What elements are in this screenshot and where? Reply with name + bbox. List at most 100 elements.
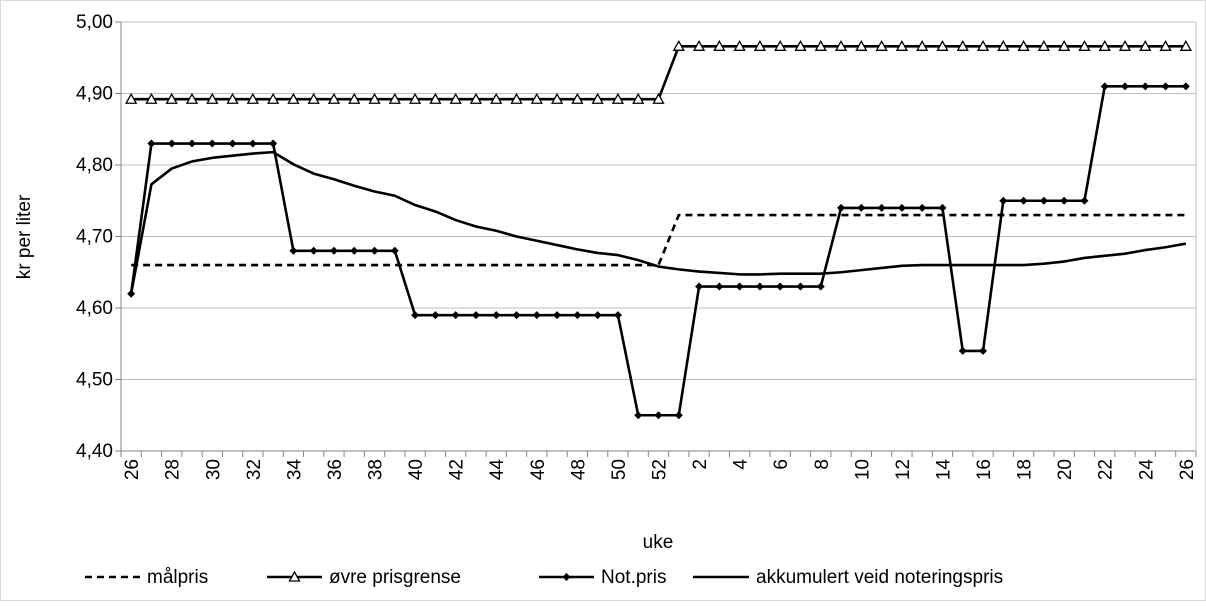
triangle-marker [956, 39, 969, 51]
diamond-marker [715, 282, 724, 291]
diamond-marker [735, 282, 744, 291]
diamond-marker [958, 346, 967, 355]
y-axis-title: kr per liter [14, 194, 35, 279]
y-gridlines [115, 21, 1196, 452]
triangle-marker [692, 39, 706, 51]
triangle-marker [794, 39, 807, 51]
triangle-marker [165, 92, 178, 104]
x-tick-label: 46 [528, 459, 549, 480]
diamond-marker [411, 311, 420, 320]
diamond-marker [471, 311, 480, 320]
x-tick-label: 42 [447, 459, 468, 480]
x-tick-label: 10 [852, 459, 873, 480]
legend-triangle-marker [288, 570, 301, 582]
triangle-marker [206, 92, 219, 104]
series-group [125, 39, 1192, 420]
triangle-marker [916, 39, 929, 51]
x-tick-label: 48 [568, 459, 589, 480]
y-tick-label: 4,80 [76, 155, 113, 176]
y-tick-labels: 4,40 4,50 4,60 4,70 4,80 4,90 5,00 [76, 12, 113, 462]
x-tick-label: 6 [771, 459, 792, 470]
diamond-marker [532, 311, 541, 320]
x-tick-label: 36 [325, 459, 346, 480]
triangle-marker [550, 92, 564, 104]
diamond-marker [329, 246, 338, 255]
triangle-marker [530, 92, 543, 104]
triangle-marker [571, 92, 584, 104]
triangle-marker [348, 92, 361, 104]
y-tick-label: 4,40 [76, 441, 113, 462]
y-tick-label: 4,50 [76, 370, 113, 391]
y-tick-label: 4,90 [76, 84, 113, 105]
diamond-marker [1100, 82, 1109, 91]
diamond-marker [309, 246, 318, 255]
triangle-marker [368, 92, 381, 104]
triangle-marker [1118, 39, 1132, 51]
diamond-marker [837, 203, 846, 212]
triangle-marker [936, 39, 949, 51]
x-tick-label: 50 [609, 459, 630, 480]
x-tick-label: 28 [163, 459, 184, 480]
triangle-marker [490, 92, 503, 104]
diamond-marker [613, 311, 622, 320]
triangle-marker [855, 39, 868, 51]
diamond-marker [1060, 196, 1069, 205]
triangle-marker [1017, 39, 1030, 51]
diamond-marker [248, 139, 257, 148]
triangle-marker [388, 92, 401, 104]
diamond-marker [492, 311, 501, 320]
diamond-marker [1181, 82, 1190, 91]
triangle-marker [287, 92, 300, 104]
diamond-marker [350, 246, 359, 255]
diamond-marker [573, 311, 582, 320]
x-tick-label: 14 [933, 459, 954, 481]
diamond-marker [147, 139, 156, 148]
y-tick-label: 4,60 [76, 298, 113, 319]
x-tick-label: 40 [406, 459, 427, 480]
x-tick-label: 16 [974, 459, 995, 480]
triangle-marker [652, 92, 665, 104]
diamond-marker [1121, 82, 1130, 91]
diamond-marker [796, 282, 805, 291]
triangle-marker [429, 92, 442, 104]
x-tick-labels: 26 28 30 32 34 36 38 40 42 44 46 48 50 52 2 4 6 8 10 12 14 16… [120, 451, 1198, 481]
x-tick-label: 4 [731, 459, 752, 470]
triangle-marker [632, 92, 645, 104]
triangle-marker [307, 92, 320, 104]
diamond-marker [167, 139, 176, 148]
diamond-marker [451, 311, 460, 320]
axes [120, 22, 1197, 452]
triangle-marker [185, 92, 199, 104]
triangle-marker [226, 92, 239, 104]
diamond-marker [877, 203, 886, 212]
y-tick-label: 5,00 [76, 12, 113, 33]
x-tick-label: 24 [1136, 459, 1157, 481]
x-tick-label: 44 [487, 459, 508, 481]
diamond-marker [431, 311, 440, 320]
diamond-marker [1039, 196, 1048, 205]
triangle-marker [611, 92, 625, 104]
legend-label: målpris [147, 567, 208, 588]
triangle-marker [246, 92, 259, 104]
diamond-marker [593, 311, 602, 320]
triangle-marker [875, 39, 888, 51]
triangle-marker [1098, 39, 1111, 51]
triangle-marker [814, 39, 827, 51]
diamond-marker [370, 246, 379, 255]
triangle-marker [895, 39, 909, 51]
diamond-marker [512, 311, 521, 320]
x-tick-label: 52 [650, 459, 671, 480]
diamond-marker [776, 282, 785, 291]
series-line [129, 150, 1187, 294]
diamond-marker [695, 282, 704, 291]
triangle-marker [510, 92, 523, 104]
y-tick-label: 4,70 [76, 227, 113, 248]
diamond-marker [187, 139, 196, 148]
triangle-marker [753, 39, 767, 51]
triangle-marker [591, 92, 604, 104]
diamond-marker [1080, 196, 1089, 205]
triangle-marker [1058, 39, 1071, 51]
